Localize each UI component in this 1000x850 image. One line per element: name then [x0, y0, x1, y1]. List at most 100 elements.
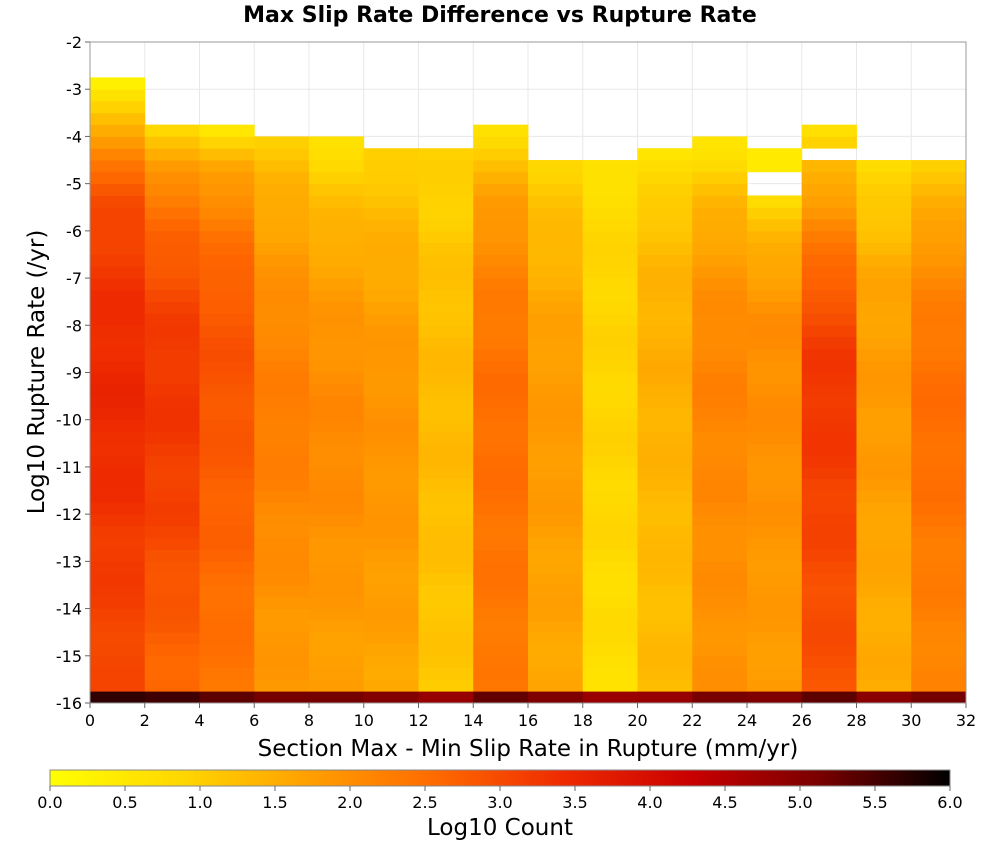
heatmap-cell: [309, 667, 365, 680]
heatmap-cell: [747, 490, 803, 503]
heatmap-cell: [254, 313, 310, 326]
heatmap-cell: [747, 419, 803, 432]
heatmap-cell: [582, 620, 638, 633]
heatmap-cell: [199, 691, 255, 704]
heatmap-cell: [473, 419, 529, 432]
heatmap-cell: [582, 549, 638, 562]
heatmap-cell: [473, 667, 529, 680]
heatmap-cell: [637, 195, 693, 208]
heatmap-cell: [637, 171, 693, 185]
heatmap-cell: [144, 219, 200, 232]
heatmap-cell: [856, 360, 912, 373]
heatmap-cell: [856, 478, 912, 491]
heatmap-cell: [309, 207, 365, 220]
heatmap-cell: [309, 514, 365, 527]
heatmap-cell: [637, 337, 693, 350]
heatmap-cell: [254, 183, 310, 196]
heatmap-cell: [90, 478, 146, 491]
heatmap-cell: [856, 313, 912, 326]
heatmap-cell: [637, 313, 693, 326]
heatmap-cell: [254, 266, 310, 279]
heatmap-cell: [801, 337, 857, 350]
heatmap-cell: [528, 455, 584, 468]
heatmap-cell: [90, 348, 146, 362]
colorbar-tick-label: 2.5: [412, 793, 437, 812]
heatmap-cell: [637, 396, 693, 409]
heatmap-cell: [528, 632, 584, 645]
heatmap-cell: [528, 691, 584, 704]
heatmap-cell: [363, 632, 419, 645]
heatmap-cell: [90, 691, 146, 704]
heatmap-cell: [473, 549, 529, 562]
heatmap-cell: [747, 478, 803, 491]
heatmap-cell: [199, 514, 255, 527]
heatmap-cell: [528, 549, 584, 562]
y-tick-label: -15: [56, 647, 82, 666]
heatmap-cell: [801, 254, 857, 267]
heatmap-cell: [254, 608, 310, 621]
heatmap-cell: [473, 148, 529, 161]
heatmap-cell: [582, 490, 638, 503]
heatmap-cell: [856, 278, 912, 291]
heatmap-cell: [144, 136, 200, 149]
heatmap-cell: [309, 195, 365, 208]
heatmap-cell: [582, 407, 638, 421]
heatmap-cell: [309, 466, 365, 480]
heatmap-cell: [637, 679, 693, 692]
heatmap-cell: [911, 195, 967, 208]
heatmap-cell: [582, 254, 638, 267]
heatmap-cell: [418, 360, 474, 373]
heatmap-cell: [801, 455, 857, 468]
heatmap-cell: [199, 171, 255, 185]
heatmap-cell: [801, 160, 857, 173]
heatmap-cell: [90, 136, 146, 149]
heatmap-cell: [911, 313, 967, 326]
heatmap-cell: [473, 691, 529, 704]
heatmap-cell: [692, 525, 748, 539]
heatmap-cell: [144, 325, 200, 338]
heatmap-cell: [582, 502, 638, 515]
x-axis-ticks: 0 2 4 6 8 10 12 14 16 18 20 22 24 26 28 30 32: [85, 703, 976, 730]
heatmap-cell: [911, 679, 967, 692]
heatmap-cell: [144, 230, 200, 244]
heatmap-cell: [473, 207, 529, 220]
heatmap-cell: [801, 242, 857, 255]
heatmap-cell: [199, 455, 255, 468]
heatmap-cell: [90, 490, 146, 503]
heatmap-cell: [309, 219, 365, 232]
heatmap-cell: [144, 608, 200, 621]
heatmap-cell: [418, 478, 474, 491]
heatmap-cell: [528, 396, 584, 409]
heatmap-cell: [418, 431, 474, 444]
heatmap-cell: [801, 608, 857, 621]
heatmap-cell: [144, 431, 200, 444]
heatmap-cell: [856, 396, 912, 409]
y-tick-label: -12: [56, 505, 82, 524]
heatmap-cell: [747, 655, 803, 668]
heatmap-cell: [418, 620, 474, 633]
heatmap-cell: [254, 431, 310, 444]
heatmap-cell: [473, 313, 529, 326]
heatmap-cell: [254, 632, 310, 645]
heatmap-cell: [418, 242, 474, 255]
heatmap-cell: [418, 313, 474, 326]
heatmap-cell: [309, 254, 365, 267]
colorbar-tick-label: 5.5: [862, 793, 887, 812]
heatmap-cell: [199, 407, 255, 421]
heatmap-cell: [856, 490, 912, 503]
heatmap-cell: [254, 691, 310, 704]
heatmap-cell: [637, 466, 693, 480]
heatmap-cell: [747, 431, 803, 444]
heatmap-cell: [801, 301, 857, 314]
heatmap-cell: [363, 384, 419, 397]
heatmap-cell: [747, 632, 803, 645]
heatmap-cell: [254, 443, 310, 456]
heatmap-cell: [637, 148, 693, 161]
heatmap-cell: [637, 537, 693, 550]
heatmap-cell: [582, 655, 638, 668]
heatmap-cell: [90, 301, 146, 314]
colorbar-tick-label: 3.0: [487, 793, 512, 812]
heatmap-cell: [747, 455, 803, 468]
heatmap-cell: [473, 407, 529, 421]
